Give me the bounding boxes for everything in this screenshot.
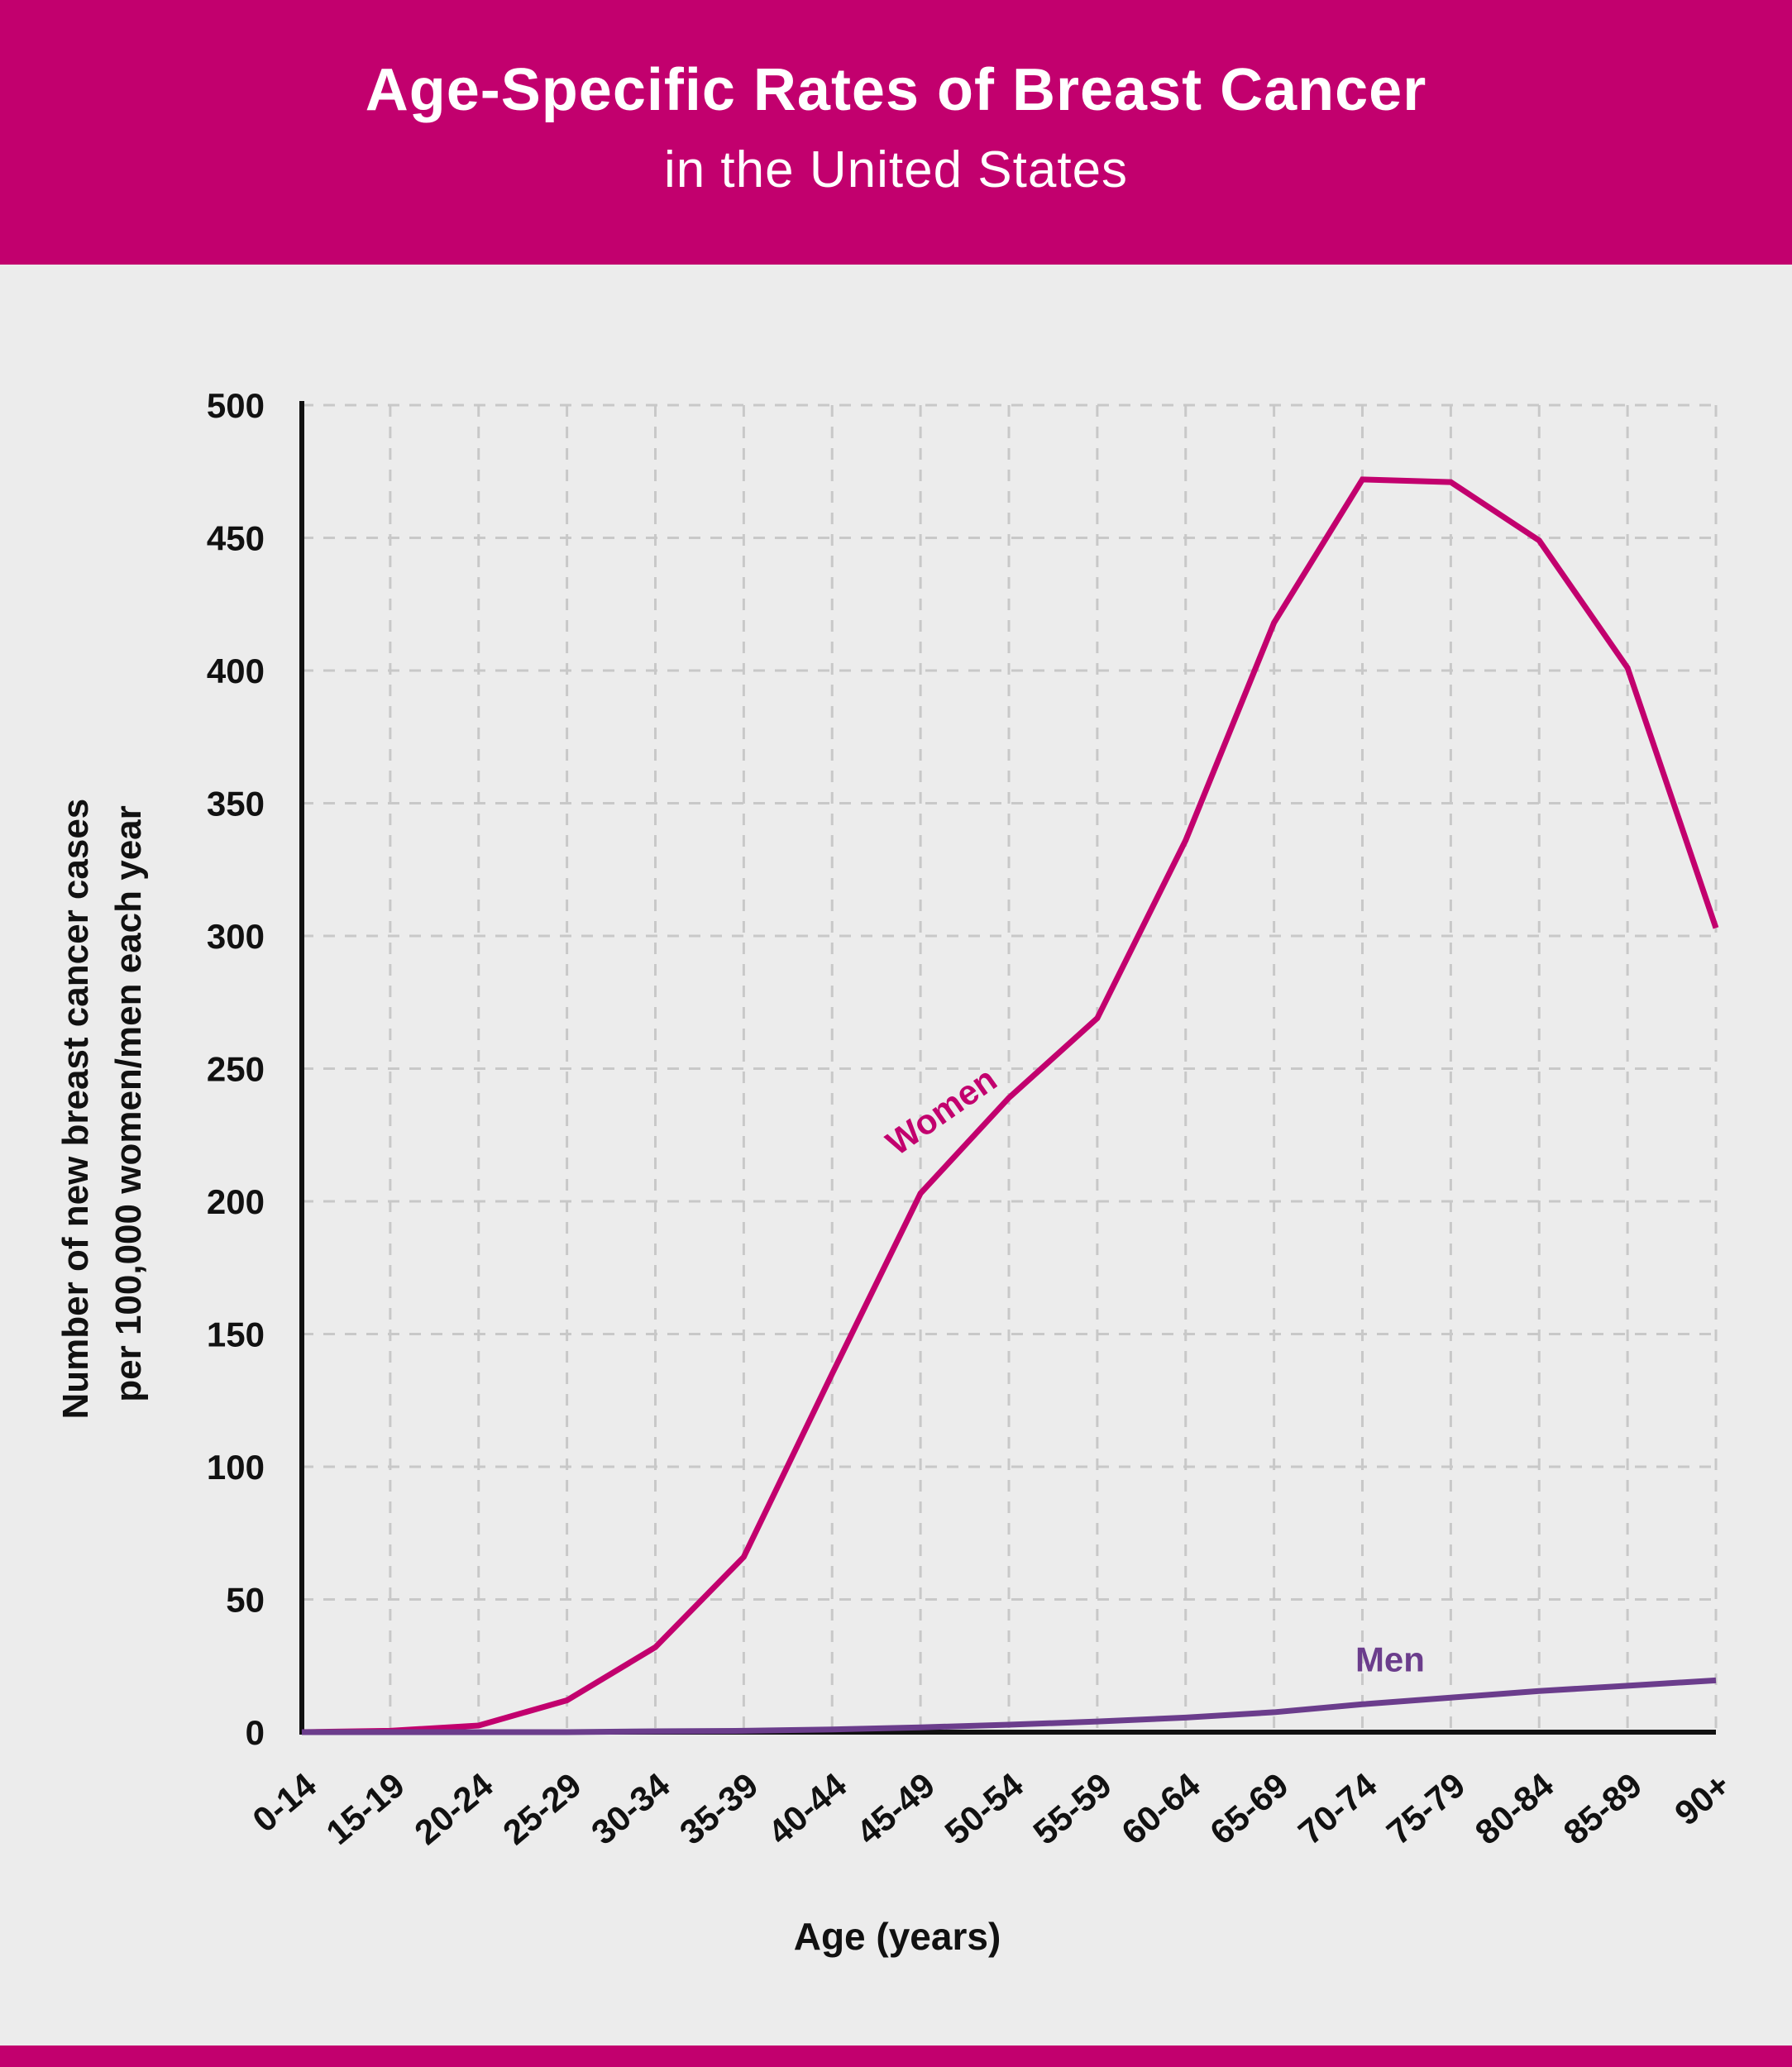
series-label-men: Men xyxy=(1355,1640,1425,1678)
x-tick-30-34: 30-34 xyxy=(584,1765,677,1852)
y-tick-labels: 0 50 100 150 200 250 300 350 400 450 500 xyxy=(207,386,265,1752)
y-tick-500: 500 xyxy=(207,386,265,425)
y-axis-title-line-1: Number of new breast cancer cases xyxy=(55,799,96,1420)
x-tick-15-19: 15-19 xyxy=(318,1765,412,1852)
series-label-women: Women xyxy=(879,1059,1004,1162)
header-banner: Age-Specific Rates of Breast Cancer in t… xyxy=(0,0,1792,265)
y-tick-450: 450 xyxy=(207,519,265,558)
series-line-men xyxy=(302,1677,1717,1735)
y-axis-title: Number of new breast cancer cases per 10… xyxy=(55,788,149,1419)
series-lines xyxy=(301,476,1719,1735)
x-tick-20-24: 20-24 xyxy=(407,1765,500,1852)
x-tick-85-89: 85-89 xyxy=(1556,1765,1650,1852)
grid-lines xyxy=(302,403,1718,1732)
x-tick-40-44: 40-44 xyxy=(761,1765,854,1852)
x-tick-50-54: 50-54 xyxy=(938,1765,1031,1852)
x-tick-60-64: 60-64 xyxy=(1114,1765,1207,1852)
x-tick-55-59: 55-59 xyxy=(1025,1765,1119,1852)
y-axis-title-line-2: per 100,000 women/men each year xyxy=(108,805,149,1402)
chart-title: Age-Specific Rates of Breast Cancer xyxy=(365,57,1427,123)
y-tick-250: 250 xyxy=(207,1050,265,1089)
x-tick-75-79: 75-79 xyxy=(1379,1765,1473,1852)
y-tick-150: 150 xyxy=(207,1315,265,1354)
x-tick-65-69: 65-69 xyxy=(1202,1765,1296,1852)
y-tick-100: 100 xyxy=(207,1448,265,1487)
y-tick-200: 200 xyxy=(207,1182,265,1221)
series-line-women xyxy=(301,476,1719,1735)
y-tick-50: 50 xyxy=(226,1581,265,1620)
chart-subtitle: in the United States xyxy=(663,141,1129,198)
x-tick-25-29: 25-29 xyxy=(495,1765,589,1852)
y-tick-400: 400 xyxy=(207,652,265,690)
x-axis-title: Age (years) xyxy=(794,1915,1001,1958)
y-tick-300: 300 xyxy=(207,917,265,956)
x-tick-labels: 0-1415-1920-2425-2930-3435-3940-4445-495… xyxy=(245,1765,1737,1852)
x-tick-80-84: 80-84 xyxy=(1468,1765,1561,1852)
y-tick-350: 350 xyxy=(207,785,265,823)
x-tick-35-39: 35-39 xyxy=(672,1765,766,1852)
y-tick-0: 0 xyxy=(246,1713,265,1752)
x-tick-0-14: 0-14 xyxy=(245,1765,323,1840)
x-tick-90+: 90+ xyxy=(1667,1765,1737,1833)
footer-bar xyxy=(0,2046,1792,2067)
x-tick-70-74: 70-74 xyxy=(1291,1765,1384,1852)
x-tick-45-49: 45-49 xyxy=(849,1765,943,1852)
